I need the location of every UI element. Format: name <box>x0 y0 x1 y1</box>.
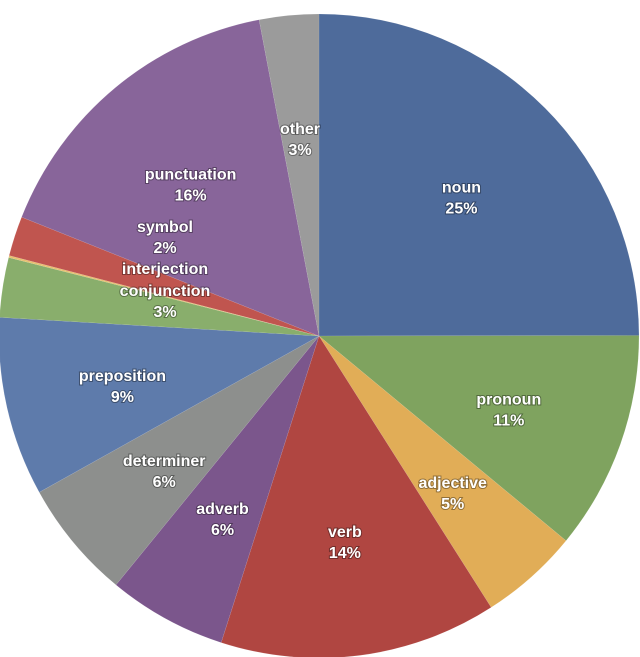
slice-label-noun: noun <box>442 179 481 196</box>
slice-label-symbol: symbol <box>137 219 193 236</box>
slice-percent-other: 3% <box>288 142 311 159</box>
slice-adjective <box>318 335 567 608</box>
slice-pronoun <box>318 335 640 542</box>
slice-percent-conjunction: 3% <box>153 304 176 321</box>
slice-other <box>258 13 320 337</box>
slice-conjunction <box>0 257 320 337</box>
slice-percent-adverb: 6% <box>211 522 234 539</box>
slice-label-interjection: interjection <box>122 261 208 278</box>
slice-percent-noun: 25% <box>445 200 477 217</box>
slice-interjection <box>8 255 320 337</box>
slice-percent-symbol: 2% <box>153 240 176 257</box>
slice-label-punctuation: punctuation <box>145 167 237 184</box>
slice-percent-verb: 14% <box>329 545 361 562</box>
slice-label-verb: verb <box>328 524 362 541</box>
slice-verb <box>220 335 492 657</box>
slice-adverb <box>115 335 320 643</box>
slice-punctuation <box>21 19 320 337</box>
slice-label-pronoun: pronoun <box>476 391 541 408</box>
slice-percent-determiner: 6% <box>153 474 176 491</box>
slice-symbol <box>8 216 320 337</box>
slice-label-conjunction: conjunction <box>120 283 211 300</box>
slice-noun <box>318 13 640 337</box>
slice-preposition <box>0 317 320 493</box>
slice-percent-adjective: 5% <box>441 496 464 513</box>
slice-determiner <box>38 335 320 586</box>
slice-percent-punctuation: 16% <box>175 188 207 205</box>
slice-label-other: other <box>280 121 320 138</box>
slice-label-adverb: adverb <box>196 501 249 518</box>
slice-label-adjective: adjective <box>418 475 487 492</box>
slice-label-determiner: determiner <box>123 453 206 470</box>
slice-percent-pronoun: 11% <box>493 412 524 429</box>
slice-label-preposition: preposition <box>79 368 166 385</box>
slice-percent-preposition: 9% <box>111 389 134 406</box>
